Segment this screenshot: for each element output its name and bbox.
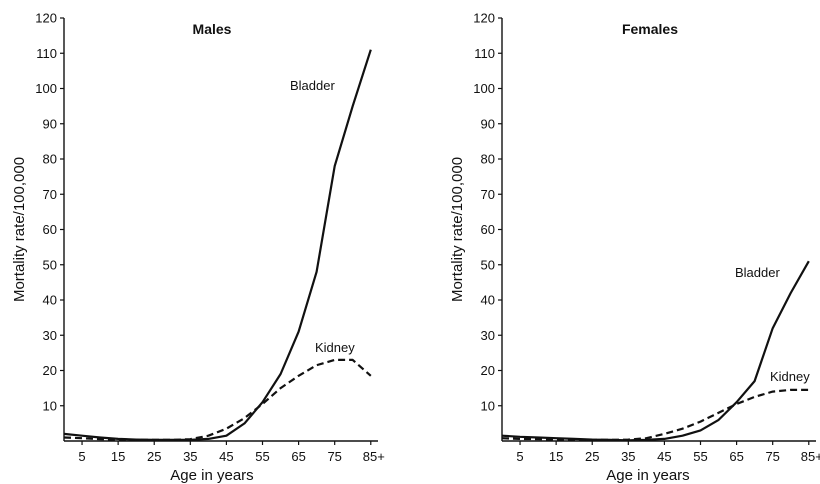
y-tick-label: 50: [481, 257, 495, 272]
x-tick-label: 5: [516, 449, 523, 464]
y-tick-label: 60: [481, 222, 495, 237]
y-tick-label: 100: [473, 81, 495, 96]
y-tick-label: 40: [43, 293, 57, 308]
series-line-bladder: [63, 49, 372, 441]
x-axis-label: Age in years: [170, 467, 253, 484]
chart-title: Females: [622, 21, 678, 37]
x-tick-label: 25: [585, 449, 599, 464]
series-line-kidney: [501, 388, 809, 441]
series-line-kidney: [63, 358, 372, 441]
series-label-bladder: Bladder: [735, 265, 780, 280]
x-tick-label: 5: [78, 449, 85, 464]
x-tick-label: 15: [111, 449, 125, 464]
y-tick-label: 70: [481, 187, 495, 202]
x-tick-label: 35: [183, 449, 197, 464]
y-tick-label: 60: [43, 222, 57, 237]
y-tick-label: 10: [481, 398, 495, 413]
y-tick-label: 120: [473, 11, 495, 26]
y-tick-label: 100: [35, 81, 57, 96]
x-tick-label: 85+: [801, 449, 820, 464]
females-chart: 10 20 30 40 50 60 70 80 90 100 110 120 5 15 25 35 45 55 65…: [449, 11, 820, 484]
y-tick-label: 20: [481, 363, 495, 378]
y-tick-label: 30: [43, 328, 57, 343]
x-tick-label: 35: [621, 449, 635, 464]
y-tick-label: 90: [481, 116, 495, 131]
y-tick-label: 80: [43, 152, 57, 167]
y-tick-label: 10: [43, 398, 57, 413]
x-tick-label: 65: [291, 449, 305, 464]
x-tick-label: 75: [765, 449, 779, 464]
x-tick-label: 75: [327, 449, 341, 464]
x-tick-label: 25: [147, 449, 161, 464]
x-axis-label: Age in years: [606, 467, 689, 484]
y-tick-label: 70: [43, 187, 57, 202]
y-tick-label: 50: [43, 257, 57, 272]
y-tick-label: 40: [481, 293, 495, 308]
males-chart: 10 20 30 40 50 60 70 80 90 100 110 120 5 15 25 35 45 55 65…: [11, 11, 385, 484]
x-tick-label: 55: [255, 449, 269, 464]
series-label-bladder: Bladder: [290, 78, 335, 93]
y-tick-label: 120: [35, 11, 57, 26]
series-line-bladder: [501, 260, 810, 442]
y-axis-label: Mortality rate/100,000: [449, 157, 466, 302]
y-tick-label: 80: [481, 152, 495, 167]
series-label-kidney: Kidney: [315, 340, 355, 355]
chart-title: Males: [193, 21, 232, 37]
y-tick-label: 90: [43, 116, 57, 131]
y-tick-label: 30: [481, 328, 495, 343]
y-tick-label: 20: [43, 363, 57, 378]
x-tick-label: 85+: [363, 449, 385, 464]
x-tick-label: 45: [657, 449, 671, 464]
y-tick-label: 110: [36, 46, 57, 61]
x-tick-label: 65: [729, 449, 743, 464]
y-tick-label: 110: [474, 46, 495, 61]
series-label-kidney: Kidney: [770, 369, 810, 384]
y-axis-label: Mortality rate/100,000: [11, 157, 28, 302]
x-tick-label: 15: [549, 449, 563, 464]
x-tick-label: 45: [219, 449, 233, 464]
x-tick-label: 55: [693, 449, 707, 464]
